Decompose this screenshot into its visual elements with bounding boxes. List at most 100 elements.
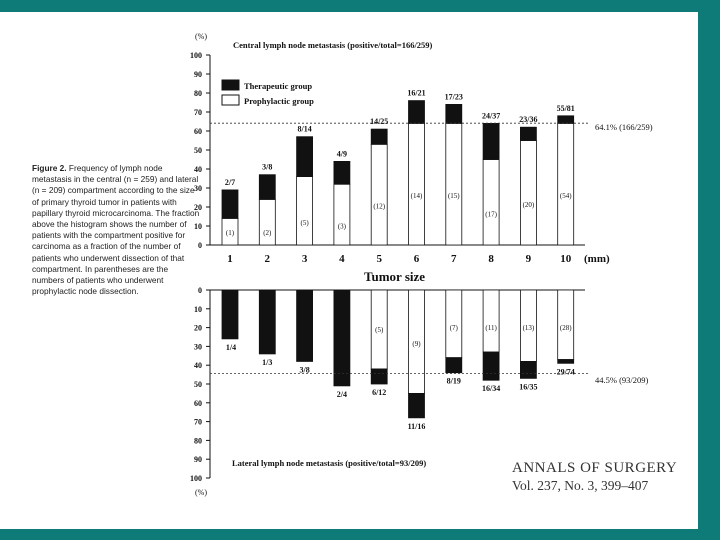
top-x-tick-label: 10 — [560, 253, 572, 265]
top-fraction-label: 55/81 — [557, 104, 575, 113]
top-bar-therapeutic — [482, 123, 500, 160]
bottom-bar-therapeutic — [482, 351, 500, 381]
top-y-tick-label: 70 — [194, 108, 202, 117]
bottom-bar-therapeutic — [221, 289, 239, 340]
top-bar-prophylactic — [445, 123, 463, 246]
top-fraction-label: 16/21 — [407, 89, 425, 98]
top-y-tick-label: 10 — [194, 222, 202, 231]
top-prophylactic-count: (15) — [448, 192, 460, 200]
bottom-y-tick-label: 80 — [194, 436, 202, 445]
figure-caption: Figure 2. Frequency of lymph node metast… — [32, 163, 200, 297]
bottom-bar-therapeutic — [445, 357, 463, 374]
top-x-tick-label: 6 — [414, 253, 420, 265]
bottom-fraction-label: 1/4 — [226, 343, 236, 352]
top-bar-prophylactic — [296, 176, 314, 246]
top-bar-prophylactic — [258, 198, 276, 246]
x-axis-label: Tumor size — [364, 269, 425, 284]
top-bar-therapeutic — [520, 126, 537, 141]
top-bar-prophylactic — [520, 140, 537, 246]
bottom-fraction-label: 8/19 — [447, 377, 461, 386]
top-x-tick-label: 1 — [227, 253, 233, 265]
top-bar-therapeutic — [445, 104, 463, 124]
top-x-tick-label: 5 — [376, 253, 382, 265]
top-bar-therapeutic — [221, 189, 239, 219]
top-y-tick-label: 30 — [194, 184, 202, 193]
top-bar-prophylactic — [557, 123, 575, 246]
top-x-tick-label: 8 — [488, 253, 494, 265]
bottom-chart-title: Lateral lymph node metastasis (positive/… — [232, 458, 426, 468]
legend-prophylactic-swatch — [221, 94, 240, 106]
top-fraction-label: 4/9 — [337, 149, 347, 158]
top-bar-therapeutic — [408, 100, 425, 124]
bottom-bars: 1/4 1/3 3/8 2/4 6/12 (5) 11/16 (9) 8/19 (7) 16/34 (… — [210, 289, 590, 431]
top-bar-prophylactic — [333, 183, 351, 246]
bottom-bar-therapeutic — [333, 289, 351, 387]
bottom-y-tick-label: 40 — [194, 361, 202, 370]
top-bar-therapeutic — [333, 160, 351, 185]
top-bar-therapeutic — [258, 174, 276, 200]
bottom-y-tick-label: 30 — [194, 342, 202, 351]
top-fraction-label: 3/8 — [262, 163, 272, 172]
caption-text: Frequency of lymph node metastasis in th… — [32, 163, 200, 297]
bottom-y-tick-label: 100 — [190, 474, 202, 483]
bottom-prophylactic-count: (7) — [450, 324, 459, 332]
bottom-fraction-label: 29/74 — [557, 367, 575, 376]
bottom-prophylactic-count: (28) — [560, 324, 572, 332]
top-bars: 2/7 (1) 3/8 (2) 8/14 (5) 4/9 (3) 14/25 (12) 16/21 (… — [210, 89, 590, 246]
top-bar-prophylactic — [482, 159, 500, 246]
journal-volume: Vol. 237, No. 3, 399–407 — [512, 478, 649, 493]
top-y-ticks: 0 10 20 30 40 50 60 70 80 90 100 — [190, 51, 210, 250]
legend-therapeutic-label: Therapeutic group — [244, 81, 312, 91]
legend-therapeutic-swatch — [221, 79, 240, 91]
bottom-reference-label: 44.5% (93/209) — [595, 375, 649, 385]
top-y-tick-label: 60 — [194, 127, 202, 136]
bottom-bar-therapeutic — [370, 368, 388, 385]
top-ylabel: (%) — [195, 32, 207, 41]
bottom-fraction-label: 6/12 — [372, 388, 386, 397]
top-prophylactic-count: (12) — [373, 203, 385, 211]
top-bar-therapeutic — [296, 136, 314, 177]
bottom-y-ticks: 0 10 20 30 40 50 60 70 80 90 100 — [190, 286, 210, 483]
top-fraction-label: 23/36 — [519, 115, 537, 124]
bottom-y-tick-label: 60 — [194, 399, 202, 408]
bottom-bar-therapeutic — [520, 361, 537, 379]
top-x-tick-label: 9 — [526, 253, 532, 265]
bottom-y-tick-label: 70 — [194, 418, 202, 427]
bottom-bar-therapeutic — [557, 359, 575, 364]
bottom-y-tick-label: 10 — [194, 305, 202, 314]
top-x-tick-label: 3 — [302, 253, 308, 265]
bottom-fraction-label: 2/4 — [337, 390, 347, 399]
top-prophylactic-count: (20) — [523, 201, 535, 209]
top-chart-title: Central lymph node metastasis (positive/… — [233, 40, 433, 50]
bottom-prophylactic-count: (9) — [412, 340, 421, 348]
bottom-fraction-label: 16/35 — [519, 382, 537, 391]
top-bar-therapeutic — [370, 128, 388, 145]
bottom-fraction-label: 1/3 — [262, 358, 272, 367]
top-x-tick-label: 4 — [339, 253, 345, 265]
top-fraction-label: 2/7 — [225, 178, 235, 187]
top-fraction-label: 8/14 — [297, 125, 311, 134]
top-fraction-label: 24/37 — [482, 111, 500, 120]
bottom-bar-prophylactic — [482, 289, 500, 353]
bottom-fraction-label: 3/8 — [299, 365, 309, 374]
bottom-fraction-label: 11/16 — [408, 422, 426, 431]
top-bar-prophylactic — [408, 123, 425, 246]
top-y-tick-label: 40 — [194, 165, 202, 174]
legend-prophylactic-label: Prophylactic group — [244, 96, 314, 106]
top-prophylactic-count: (17) — [485, 210, 497, 218]
journal-citation: ANNALS OF SURGERY Vol. 237, No. 3, 399–4… — [508, 460, 694, 498]
top-prophylactic-count: (3) — [338, 223, 347, 231]
top-y-tick-label: 90 — [194, 70, 202, 79]
top-reference-label: 64.1% (166/259) — [595, 122, 653, 132]
top-bar-therapeutic — [557, 115, 575, 124]
bottom-y-tick-label: 0 — [198, 286, 202, 295]
bottom-y-tick-label: 90 — [194, 455, 202, 464]
top-x-ticks: 1 2 3 4 5 6 7 8 9 10 — [227, 253, 571, 265]
top-x-tick-label: 2 — [265, 253, 271, 265]
top-y-tick-label: 100 — [190, 51, 202, 60]
bottom-bar-therapeutic — [258, 289, 276, 355]
top-y-tick-label: 0 — [198, 241, 202, 250]
bottom-prophylactic-count: (5) — [375, 326, 384, 334]
